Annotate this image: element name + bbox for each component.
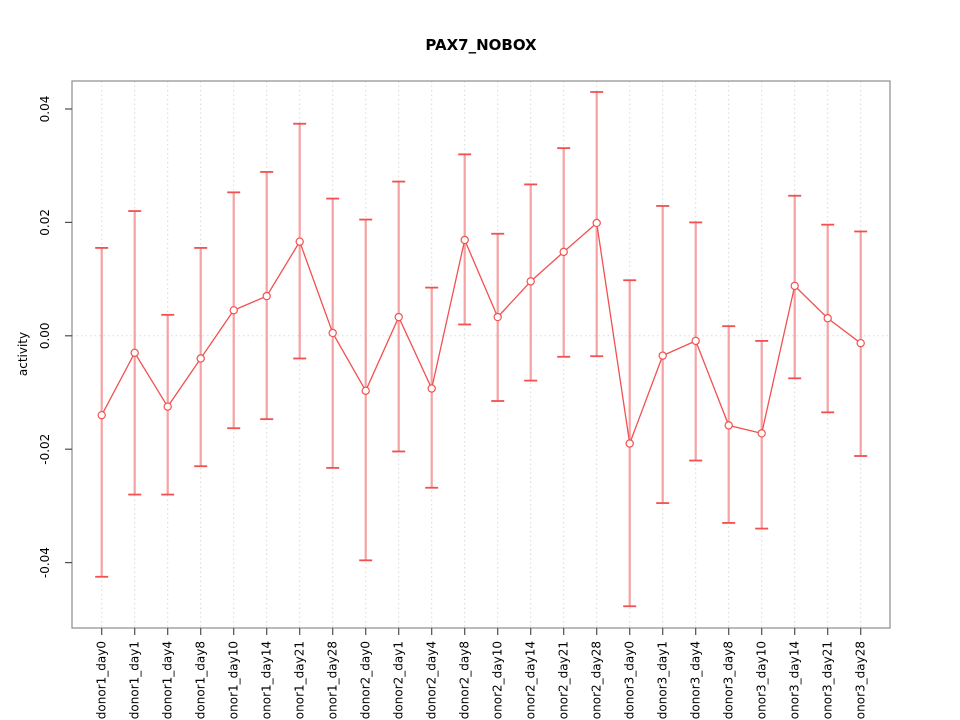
data-point-marker (592, 218, 601, 228)
x-tick-label: donor3_day1 (656, 641, 670, 719)
x-tick-label: donor1_day28 (326, 641, 340, 720)
y-tick-label: 0.00 (38, 322, 52, 349)
x-tick-label: donor3_day4 (689, 641, 703, 719)
x-tick-label: donor2_day14 (524, 641, 538, 720)
data-point-marker (790, 281, 799, 291)
x-tick-label: donor1_day10 (227, 641, 241, 720)
plot-border (71, 80, 891, 629)
y-tick-label: -0.04 (38, 547, 52, 578)
data-point-marker (130, 348, 139, 358)
y-tick-label: -0.02 (38, 434, 52, 465)
x-tick-label: donor1_day21 (293, 641, 307, 720)
data-point-marker (394, 312, 403, 322)
data-point-marker (559, 247, 568, 257)
data-point-marker (163, 402, 172, 411)
x-tick-label: donor2_day1 (392, 641, 406, 719)
data-point-marker (328, 328, 337, 338)
x-tick-label: donor3_day28 (854, 641, 868, 720)
x-tick-label: donor2_day4 (425, 641, 439, 719)
data-point-marker (262, 291, 271, 301)
data-point-marker (97, 410, 106, 420)
data-point-marker (691, 336, 700, 346)
data-point-marker (823, 314, 832, 323)
series-line (101, 221, 862, 447)
data-point-marker (856, 338, 865, 348)
data-point-marker (196, 354, 205, 363)
x-tick-label: donor1_day1 (128, 641, 142, 719)
x-tick-label: donor2_day10 (491, 641, 505, 720)
x-tick-label: donor2_day21 (557, 641, 571, 720)
data-point-marker (361, 386, 370, 395)
data-point-marker (493, 312, 502, 322)
data-point-marker (625, 439, 634, 448)
data-point-marker (724, 421, 733, 430)
x-tick-label: donor2_day28 (590, 641, 604, 720)
data-point-marker (229, 306, 238, 315)
x-tick-label: donor2_day0 (359, 641, 373, 719)
x-tick-label: donor3_day0 (623, 641, 637, 719)
data-point-marker (526, 277, 535, 286)
plot-area: 0.04 0.02 0.00 -0.02 -0.04 donor1_day0 donor1_… (38, 80, 891, 720)
data-point-marker (460, 235, 469, 245)
x-tick-label: donor2_day8 (458, 641, 472, 719)
data-point-marker (295, 237, 304, 246)
data-point-marker (757, 429, 766, 438)
y-axis-label: activity (16, 332, 30, 376)
x-tick-label: donor3_day14 (788, 641, 802, 720)
x-tick-label: donor3_day8 (722, 641, 736, 719)
x-tick-label: donor1_day0 (95, 641, 109, 719)
x-tick-label: donor3_day21 (821, 641, 835, 720)
data-point-marker (658, 351, 667, 360)
x-tick-label: donor3_day10 (755, 641, 769, 720)
x-tick-label: donor1_day8 (194, 641, 208, 719)
y-tick-label: 0.02 (38, 209, 52, 236)
chart-title: PAX7_NOBOX (425, 36, 537, 54)
data-point-marker (427, 384, 436, 393)
x-tick-label: donor1_day14 (260, 641, 274, 720)
x-tick-label: donor1_day4 (161, 641, 175, 719)
y-tick-label: 0.04 (38, 96, 52, 123)
